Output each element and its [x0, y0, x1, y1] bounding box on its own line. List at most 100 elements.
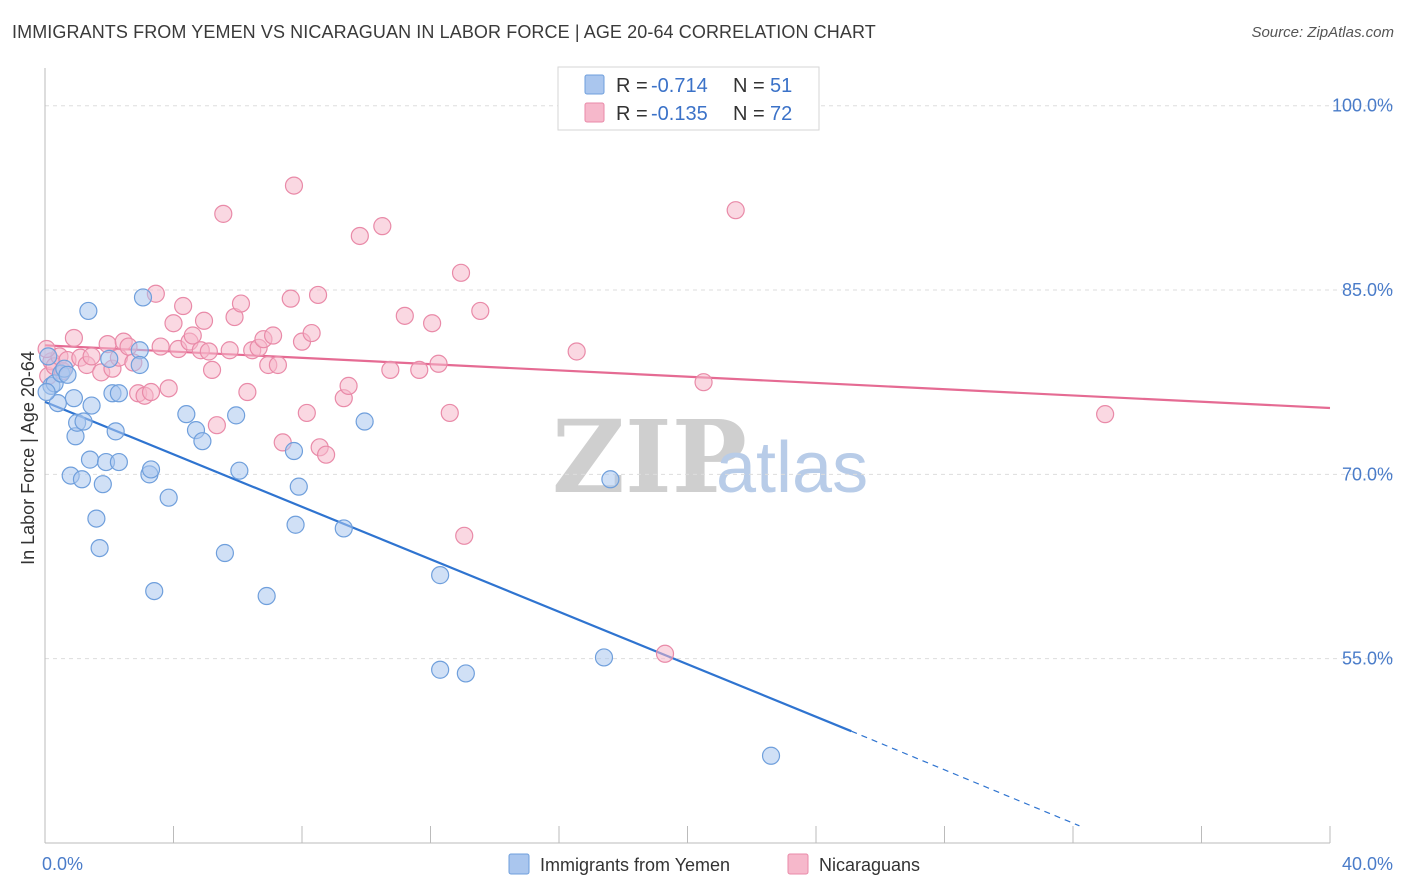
yemen-point-49 — [761, 746, 781, 765]
yemen-point-0 — [39, 347, 58, 366]
yemen-point-41 — [289, 477, 308, 496]
nicaraguan-point-56 — [373, 217, 392, 236]
x-tick-label-max: 40.0% — [1342, 854, 1393, 874]
nicaraguan-point-67 — [655, 644, 675, 663]
yemen-point-30 — [145, 581, 164, 601]
yemen-point-32 — [177, 405, 196, 424]
legend-swatch-pink — [584, 102, 605, 123]
nicaraguan-point-57 — [381, 360, 400, 380]
nicaraguan-point-32 — [207, 416, 226, 435]
nicaraguan-point-66 — [567, 342, 586, 361]
legend-r-label-1: R = — [616, 75, 648, 97]
yemen-point-13 — [79, 301, 98, 321]
nicaraguan-point-46 — [284, 176, 304, 195]
nicaraguan-point-63 — [451, 263, 471, 282]
legend-n-value-2: 72 — [770, 103, 792, 125]
chart-source: Source: ZipAtlas.com — [1251, 24, 1394, 41]
stats-legend: R = -0.714 N = 51 R = -0.135 N = 72 — [557, 66, 820, 131]
watermark-zip: ZIP — [552, 398, 747, 516]
nicaraguan-point-45 — [281, 289, 300, 308]
bottom-legend-swatch-nicaraguans — [787, 853, 809, 875]
yemen-point-16 — [87, 509, 106, 528]
yemen-point-15 — [82, 396, 101, 415]
nicaraguan-point-21 — [151, 337, 170, 356]
yemen-point-50 — [37, 382, 56, 402]
yemen-point-46 — [456, 664, 475, 683]
series-legend: Immigrants from Yemen Nicaraguans — [508, 853, 920, 875]
nicaraguan-point-27 — [183, 326, 202, 345]
nicaraguan-point-58 — [395, 306, 414, 325]
nicaraguan-point-31 — [202, 360, 222, 380]
nicaraguan-point-36 — [231, 294, 251, 313]
nicaraguan-point-68 — [694, 373, 713, 392]
bottom-legend-label-nicaraguans: Nicaraguans — [819, 855, 920, 875]
nicaraguan-point-69 — [726, 201, 745, 220]
nicaraguan-point-52 — [316, 445, 336, 464]
nicaraguan-point-43 — [268, 355, 288, 375]
yemen-point-24 — [109, 384, 128, 403]
legend-n-label-1: N = — [733, 75, 765, 97]
legend-n-label-2: N = — [733, 103, 765, 125]
yemen-point-29 — [141, 460, 161, 479]
yemen-point-20 — [100, 349, 119, 368]
nicaraguan-point-59 — [410, 360, 429, 380]
yemen-point-47 — [594, 648, 614, 667]
x-tick-label-min: 0.0% — [42, 854, 83, 874]
nicaraguan-point-48 — [297, 403, 316, 423]
trend-line-yemen — [44, 400, 852, 733]
yemen-point-39 — [284, 441, 304, 461]
yemen-point-36 — [227, 406, 246, 425]
yemen-point-43 — [355, 412, 374, 431]
legend-r-value-2: -0.135 — [651, 103, 708, 125]
nicaraguan-point-54 — [339, 376, 358, 395]
nicaraguan-point-60 — [423, 314, 442, 333]
nicaraguan-point-6 — [64, 328, 84, 348]
yemen-point-12 — [74, 412, 93, 431]
nicaraguan-point-30 — [199, 342, 218, 361]
yemen-point-31 — [159, 488, 178, 507]
nicaraguan-point-34 — [220, 341, 239, 360]
yemen-point-38 — [257, 586, 276, 606]
watermark-atlas: atlas — [716, 428, 868, 508]
legend-n-value-1: 51 — [770, 75, 792, 97]
y-tick-label-3: 100.0% — [1332, 96, 1393, 116]
yemen-point-45 — [431, 660, 450, 679]
nicaraguan-point-55 — [350, 226, 369, 246]
nicaraguan-point-64 — [455, 526, 474, 545]
nicaraguan-point-61 — [429, 354, 448, 373]
nicaraguan-point-49 — [302, 323, 321, 343]
gridlines — [45, 105, 1393, 660]
nicaraguan-point-9 — [82, 347, 101, 366]
nicaraguan-point-22 — [159, 379, 178, 398]
yemen-point-34 — [193, 432, 212, 451]
y-tick-label-1: 70.0% — [1342, 464, 1393, 484]
y-tick-labels: 55.0% 70.0% 85.0% 100.0% — [1332, 96, 1393, 669]
nicaraguan-point-50 — [308, 285, 328, 305]
yemen-point-11 — [72, 470, 92, 489]
bottom-legend-swatch-yemen — [508, 853, 530, 875]
nicaraguan-point-62 — [440, 403, 459, 423]
yemen-point-8 — [64, 389, 84, 408]
nicaraguan-point-19 — [141, 382, 161, 402]
nicaraguan-point-33 — [214, 204, 233, 223]
nicaraguan-point-65 — [471, 301, 490, 321]
nicaraguan-point-29 — [194, 311, 214, 330]
yemen-point-27 — [133, 288, 153, 307]
legend-swatch-blue — [584, 74, 605, 95]
yemen-point-40 — [286, 515, 305, 534]
yemen-point-48 — [601, 470, 620, 489]
yemen-point-23 — [109, 452, 128, 472]
yemen-point-44 — [431, 566, 450, 585]
y-tick-label-0: 55.0% — [1342, 649, 1393, 669]
series-yemen — [37, 288, 781, 765]
yemen-point-6 — [58, 365, 77, 384]
axes — [44, 68, 1331, 844]
nicaraguan-point-23 — [164, 314, 183, 333]
yemen-point-42 — [334, 519, 353, 538]
legend-r-label-2: R = — [616, 103, 648, 125]
yemen-point-26 — [130, 355, 149, 375]
trend-line-yemen-extension — [851, 730, 1080, 827]
nicaraguan-point-42 — [263, 326, 283, 345]
yemen-point-37 — [230, 461, 249, 480]
